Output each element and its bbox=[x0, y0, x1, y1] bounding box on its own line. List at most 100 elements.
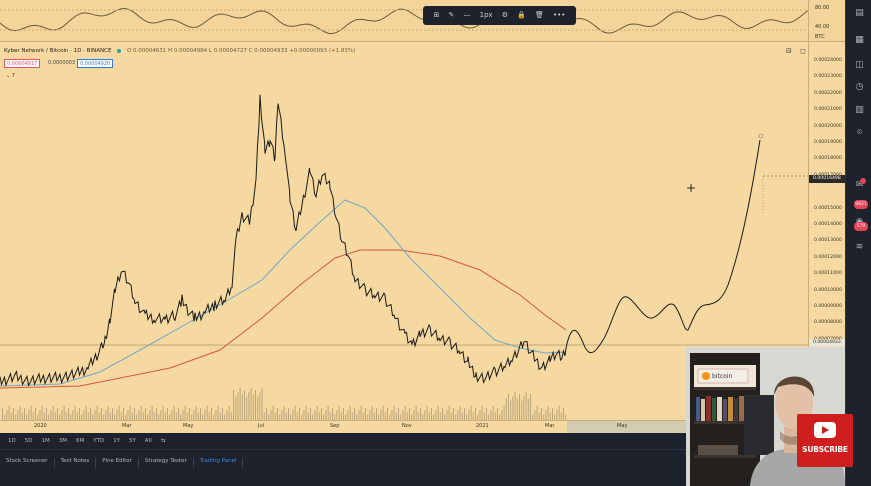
hotlist-icon[interactable]: ◷ bbox=[855, 81, 864, 92]
volume-bar bbox=[358, 410, 360, 420]
trash-icon[interactable]: 🗑 bbox=[535, 11, 544, 19]
volume-bar bbox=[171, 410, 173, 420]
pen-icon[interactable]: ✎ bbox=[448, 11, 455, 19]
volume-bar bbox=[492, 405, 494, 420]
price-tick: 0.00014000 bbox=[814, 222, 842, 227]
bottom-tab[interactable]: Strategy Tester bbox=[139, 458, 194, 468]
oscillator-scale[interactable]: 80.00 40.00 BTC bbox=[808, 0, 845, 42]
volume-bar bbox=[446, 410, 448, 420]
range-button[interactable]: 1Y bbox=[113, 438, 121, 444]
youtube-subscribe-button[interactable]: SUBSCRIBE bbox=[797, 414, 853, 467]
price-tick: 0.00011000 bbox=[814, 271, 842, 277]
volume-bar bbox=[101, 408, 102, 420]
volume-bar bbox=[202, 414, 204, 420]
volume-bar bbox=[301, 414, 303, 420]
volume-bar bbox=[475, 408, 476, 420]
volume-bar bbox=[420, 408, 421, 420]
volume-bar bbox=[270, 410, 272, 420]
volume-bar bbox=[105, 410, 107, 420]
volume-bar bbox=[464, 408, 465, 420]
volume-bar bbox=[389, 414, 391, 420]
drawing-toolbar[interactable]: ⊞ ✎ — 1px ⚙ 🔒 🗑 ••• bbox=[423, 6, 576, 25]
osc-tick: BTC bbox=[815, 34, 825, 40]
volume-bar bbox=[409, 408, 410, 420]
range-button[interactable]: 5D bbox=[24, 438, 33, 444]
range-button[interactable]: 1D bbox=[8, 438, 16, 444]
bottom-tab[interactable]: Trading Panel bbox=[194, 458, 244, 468]
projection-endpoint-handle[interactable] bbox=[758, 133, 764, 139]
range-button[interactable]: YTD bbox=[93, 438, 105, 444]
chart-legend[interactable]: Kyber Network / Bitcoin · 1D · BINANCE O… bbox=[4, 48, 356, 54]
line-width-label[interactable]: 1px bbox=[479, 11, 493, 19]
bitcoin-logo-icon bbox=[702, 372, 710, 380]
chat-icon[interactable]: ✉ bbox=[855, 179, 864, 190]
range-button[interactable]: 6M bbox=[75, 438, 85, 444]
range-button[interactable]: 5Y bbox=[129, 438, 136, 444]
volume-bar bbox=[272, 405, 274, 420]
time-tick: Mar bbox=[545, 423, 555, 429]
volume-bar bbox=[532, 414, 534, 420]
volume-bar bbox=[30, 405, 32, 420]
volume-bar bbox=[393, 405, 395, 420]
volume-bar bbox=[61, 410, 63, 420]
bottom-tab[interactable]: Text Notes bbox=[55, 458, 97, 468]
symbol-name[interactable]: Kyber Network / Bitcoin bbox=[4, 48, 69, 54]
more-icon[interactable]: ••• bbox=[553, 11, 566, 19]
volume-bar bbox=[191, 414, 193, 420]
restore-pane-icon[interactable]: ◻ bbox=[800, 47, 806, 55]
collapse-indicators-toggle[interactable]: ⌄ 7 bbox=[6, 73, 15, 79]
streams-icon[interactable]: ◉ bbox=[853, 215, 866, 228]
volume-bar bbox=[200, 408, 201, 420]
bottom-tab[interactable]: Stock Screener bbox=[0, 458, 55, 468]
price-chart-svg[interactable] bbox=[0, 0, 808, 420]
volume-bar bbox=[382, 405, 384, 420]
notifications-icon[interactable]: ≋ bbox=[855, 241, 864, 252]
alerts-icon[interactable]: ▦ bbox=[855, 34, 864, 45]
volume-bar bbox=[131, 412, 133, 420]
volume-bar bbox=[296, 412, 298, 420]
crosshair-cursor-icon: + bbox=[686, 181, 697, 195]
volume-bar bbox=[481, 405, 483, 420]
volume-bar bbox=[376, 408, 377, 420]
volume-bar bbox=[26, 414, 28, 420]
volume-bar bbox=[305, 405, 307, 420]
data-window-icon[interactable]: ◫ bbox=[855, 59, 864, 70]
symbol-interval[interactable]: 1D bbox=[73, 48, 82, 54]
bottom-tab[interactable]: Pine Editor bbox=[96, 458, 139, 468]
market-status-icon bbox=[117, 48, 122, 53]
buy-button[interactable]: 0.00004920 bbox=[77, 59, 114, 68]
maximize-pane-icon[interactable]: ⊟ bbox=[786, 47, 792, 55]
line-style-icon[interactable]: — bbox=[463, 11, 471, 19]
lock-icon[interactable]: 🔒 bbox=[517, 11, 526, 19]
range-button[interactable]: 3M bbox=[58, 438, 67, 444]
range-button[interactable]: ⇆ bbox=[160, 438, 166, 444]
volume-bar bbox=[107, 405, 109, 420]
volume-bar bbox=[164, 412, 166, 420]
volume-bar bbox=[428, 412, 430, 420]
oscillator-pane[interactable]: ⊞ ✎ — 1px ⚙ 🔒 🗑 ••• bbox=[0, 0, 809, 42]
volume-bar bbox=[21, 412, 23, 420]
time-tick: May bbox=[617, 423, 628, 429]
volume-bar bbox=[92, 414, 94, 420]
gear-icon[interactable]: ⚙ bbox=[501, 11, 509, 19]
volume-bar bbox=[338, 405, 340, 420]
grid-icon[interactable]: ⊞ bbox=[433, 11, 440, 19]
watchlist-icon[interactable]: ▤ bbox=[855, 7, 864, 18]
volume-bar bbox=[46, 408, 47, 420]
volume-bar bbox=[378, 414, 380, 420]
volume-bar bbox=[499, 414, 501, 420]
volume-bar bbox=[79, 408, 80, 420]
volume-bar bbox=[332, 408, 333, 420]
volume-bar bbox=[162, 405, 164, 420]
range-button[interactable]: 1M bbox=[41, 438, 50, 444]
ohlc-values: O 0.00004631 H 0.00004984 L 0.00004727 C… bbox=[126, 48, 356, 54]
volume-bar bbox=[461, 412, 463, 420]
range-button[interactable]: All bbox=[144, 438, 152, 444]
ideas-icon[interactable]: ⌾ bbox=[856, 127, 863, 138]
pane-controls[interactable]: ⊟ ◻ bbox=[786, 47, 812, 55]
sell-button[interactable]: 0.00004917 bbox=[4, 59, 41, 68]
volume-bar bbox=[371, 405, 373, 420]
volume-bar bbox=[230, 412, 232, 420]
symbol-exchange: BINANCE bbox=[86, 48, 112, 54]
calendar-icon[interactable]: ▥ bbox=[855, 104, 864, 115]
